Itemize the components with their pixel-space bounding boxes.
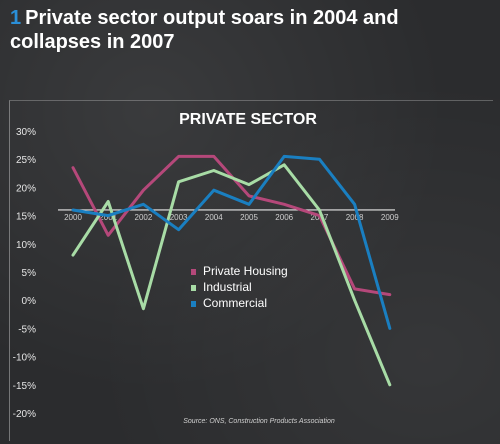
legend: Private Housing Industrial Commercial [191, 264, 288, 310]
y-tick-label: -15% [13, 381, 36, 392]
headline-number: 1 [10, 7, 22, 29]
x-tick-label: 2005 [240, 213, 258, 222]
legend-swatch-commercial [191, 301, 196, 307]
x-tick-label: 2006 [275, 213, 293, 222]
x-tick-label: 2009 [381, 213, 399, 222]
y-tick-label: -10% [13, 353, 36, 364]
x-tick-label: 2008 [346, 213, 364, 222]
x-tick-label: 2002 [135, 213, 153, 222]
y-tick-label: -20% [13, 409, 36, 420]
legend-label-industrial: Industrial [203, 280, 252, 294]
series-line-commercial [71, 154, 392, 330]
y-tick-label: 15% [16, 212, 36, 223]
x-tick-label: 2001 [99, 213, 117, 222]
y-tick-label: 10% [16, 240, 36, 251]
x-tick-label: 2003 [170, 213, 188, 222]
source-note: Source: ONS, Construction Products Assoc… [183, 418, 335, 425]
headline: 1 Private sector output soars in 2004 and… [10, 6, 490, 54]
series-line-industrial [71, 163, 392, 387]
legend-swatch-industrial [191, 285, 196, 291]
legend-label-commercial: Commercial [203, 296, 267, 310]
series-lines [71, 154, 392, 387]
y-tick-label: 30% [16, 127, 36, 138]
legend-swatch-private-housing [191, 269, 196, 275]
chart-frame [9, 100, 493, 441]
y-tick-label: 0% [22, 296, 37, 307]
chart-title: PRIVATE SECTOR [179, 111, 317, 128]
y-tick-label: 5% [22, 268, 37, 279]
y-tick-label: 20% [16, 183, 36, 194]
y-tick-label: -5% [18, 324, 36, 335]
x-tick-label: 2000 [64, 213, 82, 222]
x-tick-label: 2004 [205, 213, 223, 222]
headline-text: Private sector output soars in 2004 and … [10, 7, 399, 53]
y-tick-label: 25% [16, 155, 36, 166]
legend-label-private-housing: Private Housing [203, 264, 288, 278]
y-axis-ticks: 30% 25% 20% 15% 10% 5% 0% -5% -10% -15% -20% [13, 127, 36, 420]
